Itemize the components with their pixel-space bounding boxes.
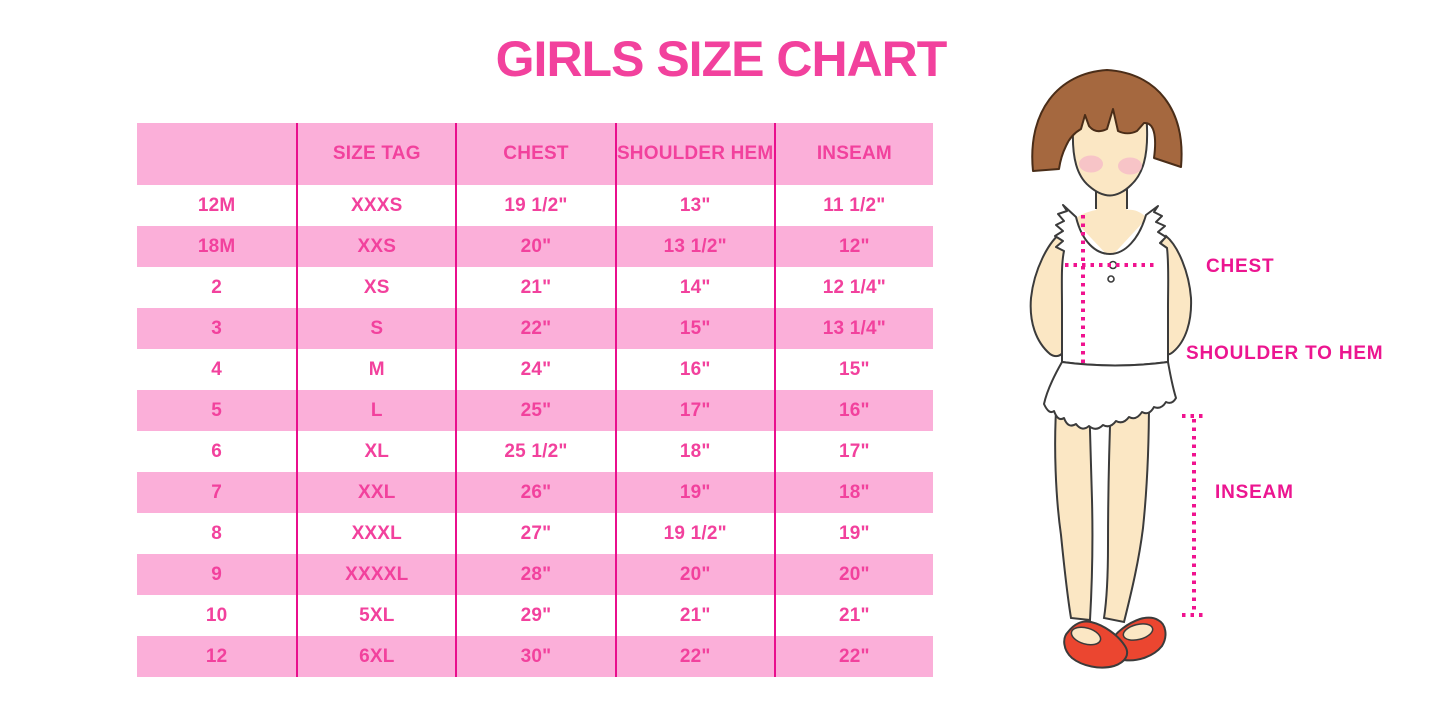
table-cell: XXXXL <box>296 554 456 595</box>
bottom-button <box>1107 275 1115 283</box>
table-cell: 5 <box>137 390 297 431</box>
tank-top <box>1054 204 1170 367</box>
table-cell: 19 1/2" <box>614 513 774 554</box>
table-cell: 18" <box>614 431 774 472</box>
table-cell: 3 <box>137 308 297 349</box>
table-cell: 2 <box>211 276 222 298</box>
table-cell: 26" <box>455 472 615 513</box>
table-cell: 19" <box>773 513 933 554</box>
column-header <box>137 123 297 185</box>
table-cell: 8 <box>211 522 222 544</box>
table-cell: 21" <box>614 595 774 636</box>
table-cell: 25" <box>455 390 615 431</box>
table-cell: 12 <box>137 636 297 677</box>
neck <box>1074 178 1147 258</box>
table-cell: 15" <box>614 308 774 349</box>
inseam-label: INSEAM <box>1215 482 1294 503</box>
shoulder-to-hem-label: SHOULDER TO HEM <box>1186 343 1383 364</box>
table-cell: 14" <box>614 267 774 308</box>
column-header: CHEST <box>455 123 615 185</box>
right-blush <box>1118 157 1142 175</box>
table-cell: 5XL <box>296 595 455 636</box>
table-cell: 22" <box>773 636 933 677</box>
table-cell: XXS <box>296 226 456 267</box>
table-cell: 24" <box>455 349 614 390</box>
left-leg <box>1054 395 1094 622</box>
column-header: INSEAM <box>773 123 933 185</box>
page-title: GIRLS SIZE CHART <box>495 31 948 87</box>
table-cell: 15" <box>773 349 933 390</box>
table-cell: 27" <box>455 513 614 554</box>
table-cell: 4 <box>211 358 222 380</box>
hair <box>1031 69 1183 172</box>
table-cell: 20" <box>773 554 933 595</box>
table-cell: 28" <box>455 554 615 595</box>
left-arm <box>1029 230 1065 358</box>
table-cell: 19 1/2" <box>455 185 614 226</box>
table-cell: XS <box>296 267 455 308</box>
left-shoe <box>1063 620 1129 669</box>
table-cell: S <box>296 308 456 349</box>
table-cell: 12M <box>197 194 236 216</box>
table-cell: 6XL <box>296 636 456 677</box>
table-cell: 21" <box>773 595 933 636</box>
table-cell: XXXS <box>296 185 455 226</box>
table-cell: 18" <box>773 472 933 513</box>
measurement-lines <box>1065 215 1203 617</box>
girl-illustration: CHEST SHOULDER TO HEM INSEAM <box>1029 69 1383 669</box>
table-cell: 22" <box>614 636 774 677</box>
table-cell: 21" <box>455 267 614 308</box>
table-cell: 16" <box>773 390 933 431</box>
table-cell: 22" <box>455 308 615 349</box>
table-cell: 19" <box>614 472 774 513</box>
table-cell: 30" <box>455 636 615 677</box>
table-cell: 17" <box>614 390 774 431</box>
column-header: SIZE TAG <box>296 123 456 185</box>
table-cell: 9 <box>137 554 297 595</box>
left-blush <box>1079 155 1103 173</box>
table-cell: 6 <box>211 440 222 462</box>
chest-label: CHEST <box>1206 256 1274 277</box>
table-cell: 11 1/2" <box>773 185 933 226</box>
table-cell: 17" <box>773 431 933 472</box>
table-cell: 12 1/4" <box>773 267 933 308</box>
table-cell: XXL <box>296 472 456 513</box>
table-cell: XXXL <box>296 513 455 554</box>
table-cell: M <box>296 349 455 390</box>
table-cell: 13" <box>614 185 774 226</box>
table-cell: 20" <box>455 226 615 267</box>
table-cell: 25 1/2" <box>455 431 614 472</box>
right-leg <box>1102 397 1151 624</box>
table-cell: 20" <box>614 554 774 595</box>
table-cell: 18M <box>137 226 297 267</box>
girl-body <box>1029 69 1193 669</box>
table-cell: 7 <box>137 472 297 513</box>
table-cell: 16" <box>614 349 774 390</box>
table-cell: 10 <box>205 604 228 626</box>
table-cell: 13 1/4" <box>773 308 933 349</box>
table-cell: L <box>296 390 456 431</box>
table-cell: 12" <box>773 226 933 267</box>
column-header: SHOULDER HEM <box>614 123 774 185</box>
table-cell: 13 1/2" <box>614 226 774 267</box>
skirt <box>1043 361 1177 430</box>
size-table: SIZE TAG CHEST SHOULDER HEM INSEAM 12M XXXS 19… <box>137 123 933 677</box>
table-cell: XL <box>296 431 455 472</box>
table-cell: 29" <box>455 595 614 636</box>
